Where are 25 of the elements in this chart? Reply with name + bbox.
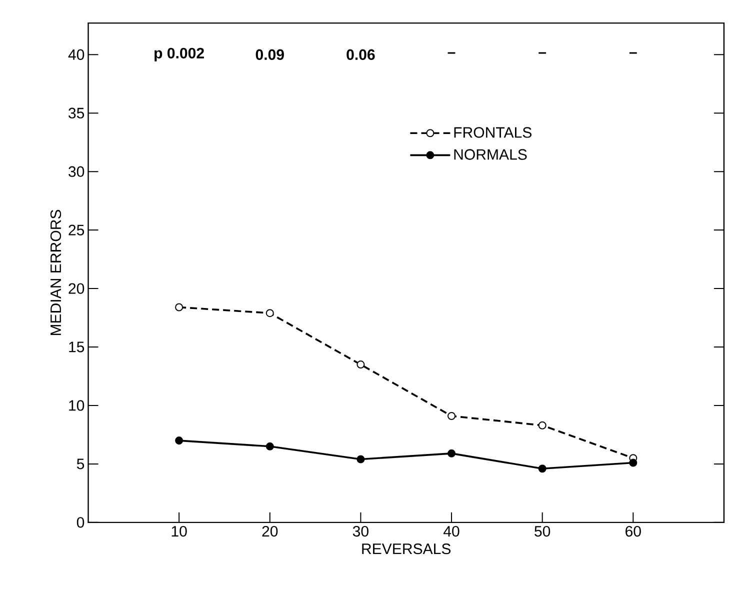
x-tick-label: 50 [534, 526, 550, 537]
annotation: – [538, 52, 546, 54]
annotation: – [448, 52, 456, 54]
x-axis-title: REVERSALS [362, 544, 451, 554]
y-tick-label: 30 [68, 166, 84, 178]
y-axis-title: MEDIAN ERRORS [50, 210, 62, 336]
y-tick-label: 10 [69, 400, 84, 411]
x-tick-label: 10 [172, 526, 187, 537]
x-tick-label: 40 [444, 526, 460, 537]
x-tick-label: 20 [262, 526, 278, 537]
legend-label: FRONTALS [454, 127, 532, 138]
annotation: – [629, 52, 637, 54]
y-tick-label: 20 [68, 283, 84, 294]
y-tick-label: 35 [68, 108, 84, 119]
y-tick-label: 0 [76, 517, 84, 528]
y-tick-label: 15 [69, 342, 84, 352]
annotation: 0.06 [346, 49, 375, 60]
y-tick-label: 5 [76, 458, 84, 470]
y-tick-label: 25 [68, 224, 84, 236]
x-tick-label: 60 [626, 526, 641, 537]
y-tick-label: 40 [68, 49, 84, 60]
x-tick-label: 30 [352, 526, 368, 537]
legend-label: NORMALS [454, 149, 527, 160]
annotation: 0.09 [256, 49, 284, 60]
annotation: p 0.002 [154, 48, 204, 62]
